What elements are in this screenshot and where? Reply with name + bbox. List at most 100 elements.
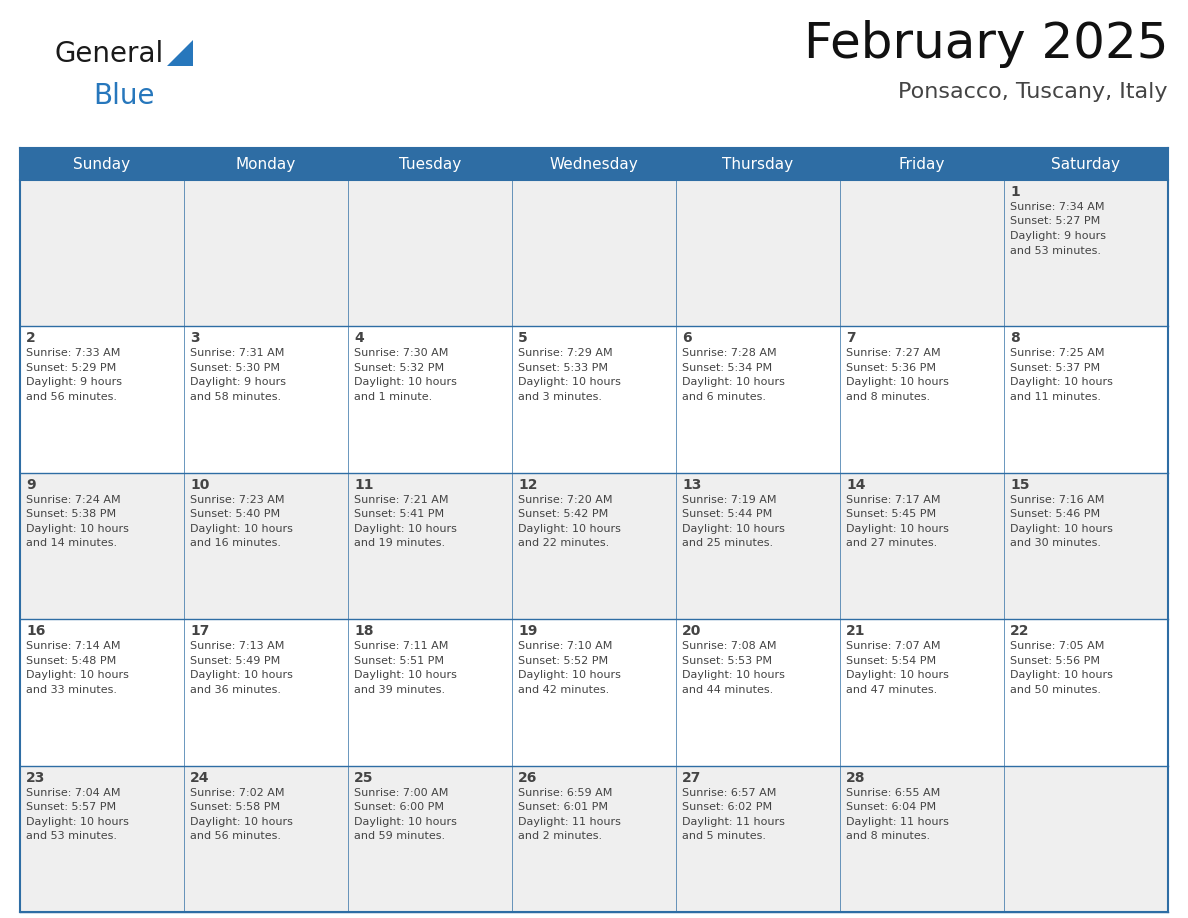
Text: Daylight: 10 hours: Daylight: 10 hours xyxy=(26,670,128,680)
Text: Sunrise: 7:10 AM: Sunrise: 7:10 AM xyxy=(518,641,612,651)
Text: Sunset: 5:41 PM: Sunset: 5:41 PM xyxy=(354,509,444,520)
Text: Daylight: 10 hours: Daylight: 10 hours xyxy=(190,524,293,533)
Text: Daylight: 10 hours: Daylight: 10 hours xyxy=(190,817,293,826)
Text: and 5 minutes.: and 5 minutes. xyxy=(682,831,766,841)
Text: 22: 22 xyxy=(1010,624,1030,638)
Text: Sunset: 6:01 PM: Sunset: 6:01 PM xyxy=(518,802,608,812)
Text: and 8 minutes.: and 8 minutes. xyxy=(846,392,930,402)
Bar xyxy=(512,766,676,912)
Text: 12: 12 xyxy=(518,477,537,492)
Text: and 27 minutes.: and 27 minutes. xyxy=(846,538,937,548)
Bar xyxy=(1004,766,1168,912)
Bar xyxy=(676,180,840,327)
Bar xyxy=(840,180,1004,327)
Text: and 42 minutes.: and 42 minutes. xyxy=(518,685,609,695)
Text: Daylight: 11 hours: Daylight: 11 hours xyxy=(846,817,949,826)
Bar xyxy=(348,327,512,473)
Text: Daylight: 10 hours: Daylight: 10 hours xyxy=(26,524,128,533)
Text: Sunrise: 7:08 AM: Sunrise: 7:08 AM xyxy=(682,641,777,651)
Bar xyxy=(676,766,840,912)
Text: Sunrise: 6:57 AM: Sunrise: 6:57 AM xyxy=(682,788,777,798)
Text: Sunrise: 7:21 AM: Sunrise: 7:21 AM xyxy=(354,495,449,505)
Text: Sunset: 5:38 PM: Sunset: 5:38 PM xyxy=(26,509,116,520)
Text: Sunrise: 7:20 AM: Sunrise: 7:20 AM xyxy=(518,495,613,505)
Bar xyxy=(1004,473,1168,620)
Text: and 6 minutes.: and 6 minutes. xyxy=(682,392,766,402)
Bar xyxy=(20,180,184,327)
Text: Sunset: 5:44 PM: Sunset: 5:44 PM xyxy=(682,509,772,520)
Text: 19: 19 xyxy=(518,624,537,638)
Text: and 11 minutes.: and 11 minutes. xyxy=(1010,392,1101,402)
Bar xyxy=(512,327,676,473)
Bar xyxy=(184,620,348,766)
Text: and 2 minutes.: and 2 minutes. xyxy=(518,831,602,841)
Text: 23: 23 xyxy=(26,770,45,785)
Text: 4: 4 xyxy=(354,331,364,345)
Text: Daylight: 10 hours: Daylight: 10 hours xyxy=(354,670,457,680)
Text: Sunrise: 7:31 AM: Sunrise: 7:31 AM xyxy=(190,349,284,358)
Text: Sunrise: 7:27 AM: Sunrise: 7:27 AM xyxy=(846,349,941,358)
Text: Sunset: 5:33 PM: Sunset: 5:33 PM xyxy=(518,363,608,373)
Text: Daylight: 10 hours: Daylight: 10 hours xyxy=(682,670,785,680)
Text: General: General xyxy=(55,40,164,68)
Text: and 47 minutes.: and 47 minutes. xyxy=(846,685,937,695)
Text: 10: 10 xyxy=(190,477,209,492)
Text: Sunrise: 7:29 AM: Sunrise: 7:29 AM xyxy=(518,349,613,358)
Text: 18: 18 xyxy=(354,624,373,638)
Text: Daylight: 10 hours: Daylight: 10 hours xyxy=(26,817,128,826)
Text: Daylight: 10 hours: Daylight: 10 hours xyxy=(846,670,949,680)
Bar xyxy=(1004,620,1168,766)
Text: 5: 5 xyxy=(518,331,527,345)
Text: Blue: Blue xyxy=(93,82,154,110)
Text: Wednesday: Wednesday xyxy=(550,156,638,172)
Bar xyxy=(348,766,512,912)
Text: Daylight: 9 hours: Daylight: 9 hours xyxy=(1010,231,1106,241)
Text: 14: 14 xyxy=(846,477,866,492)
Text: Sunrise: 7:13 AM: Sunrise: 7:13 AM xyxy=(190,641,284,651)
Text: and 3 minutes.: and 3 minutes. xyxy=(518,392,602,402)
Text: Sunrise: 7:24 AM: Sunrise: 7:24 AM xyxy=(26,495,121,505)
Polygon shape xyxy=(168,40,192,66)
Text: and 14 minutes.: and 14 minutes. xyxy=(26,538,118,548)
Text: Sunset: 5:49 PM: Sunset: 5:49 PM xyxy=(190,655,280,666)
Text: and 44 minutes.: and 44 minutes. xyxy=(682,685,773,695)
Text: and 56 minutes.: and 56 minutes. xyxy=(190,831,282,841)
Text: Sunset: 5:53 PM: Sunset: 5:53 PM xyxy=(682,655,772,666)
Text: Sunset: 5:36 PM: Sunset: 5:36 PM xyxy=(846,363,936,373)
Text: Sunrise: 7:02 AM: Sunrise: 7:02 AM xyxy=(190,788,284,798)
Text: 9: 9 xyxy=(26,477,36,492)
Text: Sunset: 5:29 PM: Sunset: 5:29 PM xyxy=(26,363,116,373)
Bar xyxy=(20,620,184,766)
Text: Sunrise: 7:17 AM: Sunrise: 7:17 AM xyxy=(846,495,941,505)
Text: and 16 minutes.: and 16 minutes. xyxy=(190,538,282,548)
Bar xyxy=(184,180,348,327)
Text: and 50 minutes.: and 50 minutes. xyxy=(1010,685,1101,695)
Text: 16: 16 xyxy=(26,624,45,638)
Text: and 25 minutes.: and 25 minutes. xyxy=(682,538,773,548)
Bar xyxy=(20,766,184,912)
Text: 11: 11 xyxy=(354,477,373,492)
Text: and 53 minutes.: and 53 minutes. xyxy=(1010,245,1101,255)
Text: Sunrise: 7:25 AM: Sunrise: 7:25 AM xyxy=(1010,349,1105,358)
Text: Sunset: 5:56 PM: Sunset: 5:56 PM xyxy=(1010,655,1100,666)
Text: Sunrise: 7:00 AM: Sunrise: 7:00 AM xyxy=(354,788,448,798)
Text: Sunrise: 7:23 AM: Sunrise: 7:23 AM xyxy=(190,495,284,505)
Text: Sunset: 5:45 PM: Sunset: 5:45 PM xyxy=(846,509,936,520)
Text: Daylight: 10 hours: Daylight: 10 hours xyxy=(354,524,457,533)
Text: and 33 minutes.: and 33 minutes. xyxy=(26,685,116,695)
Text: Daylight: 10 hours: Daylight: 10 hours xyxy=(354,817,457,826)
Text: 28: 28 xyxy=(846,770,866,785)
Text: 3: 3 xyxy=(190,331,200,345)
Text: Sunrise: 7:16 AM: Sunrise: 7:16 AM xyxy=(1010,495,1105,505)
Text: Sunrise: 7:28 AM: Sunrise: 7:28 AM xyxy=(682,349,777,358)
Text: 13: 13 xyxy=(682,477,701,492)
Text: Daylight: 11 hours: Daylight: 11 hours xyxy=(682,817,785,826)
Text: Sunrise: 7:14 AM: Sunrise: 7:14 AM xyxy=(26,641,120,651)
Text: Sunset: 6:02 PM: Sunset: 6:02 PM xyxy=(682,802,772,812)
Text: Sunset: 5:42 PM: Sunset: 5:42 PM xyxy=(518,509,608,520)
Text: Sunset: 5:52 PM: Sunset: 5:52 PM xyxy=(518,655,608,666)
Bar xyxy=(840,473,1004,620)
Text: Sunrise: 6:55 AM: Sunrise: 6:55 AM xyxy=(846,788,940,798)
Text: Daylight: 10 hours: Daylight: 10 hours xyxy=(518,524,621,533)
Text: and 8 minutes.: and 8 minutes. xyxy=(846,831,930,841)
